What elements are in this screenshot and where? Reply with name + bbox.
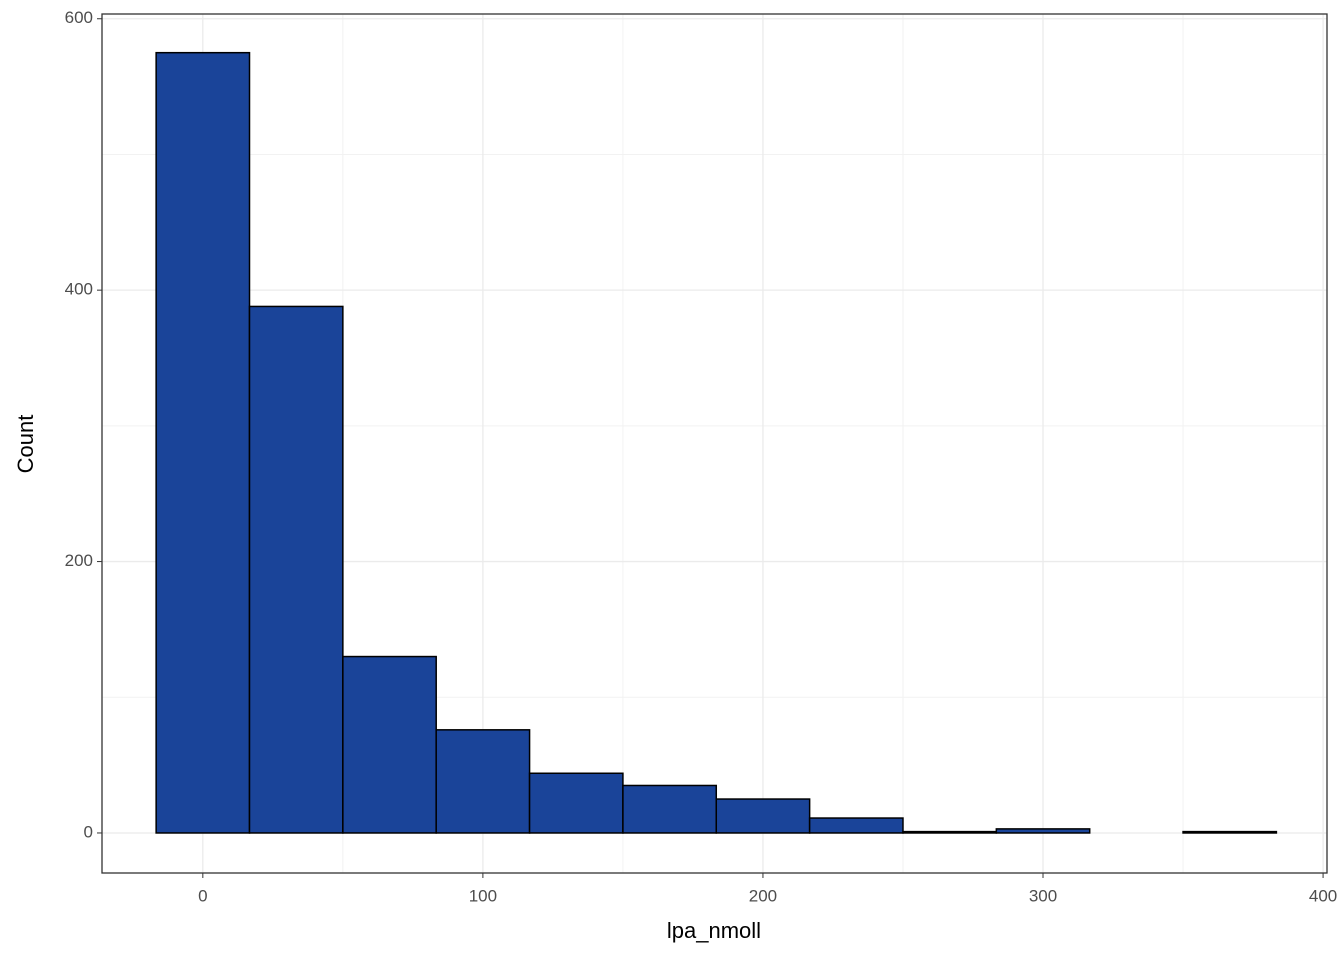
bar — [995, 828, 1091, 834]
bar — [902, 830, 998, 834]
bar — [808, 817, 904, 834]
plot-border — [101, 13, 1328, 874]
bar — [715, 798, 811, 834]
bar — [1182, 830, 1278, 834]
x-tick-label: 400 — [1309, 886, 1337, 905]
bar — [248, 305, 344, 834]
bar — [155, 51, 251, 834]
bar — [435, 729, 531, 834]
y-tick-label: 400 — [65, 280, 93, 299]
x-tick-label: 100 — [469, 886, 497, 905]
x-tick-label: 300 — [1029, 886, 1057, 905]
x-tick-label: 0 — [198, 886, 207, 905]
y-tick-label: 600 — [65, 8, 93, 27]
y-axis-title: Count — [13, 415, 38, 474]
bar — [622, 784, 718, 834]
y-tick-label: 0 — [84, 822, 93, 841]
x-tick-label: 200 — [749, 886, 777, 905]
bar — [342, 655, 437, 834]
bar — [528, 772, 624, 834]
y-tick-label: 200 — [65, 551, 93, 570]
x-axis-title: lpa_nmoll — [667, 918, 761, 943]
